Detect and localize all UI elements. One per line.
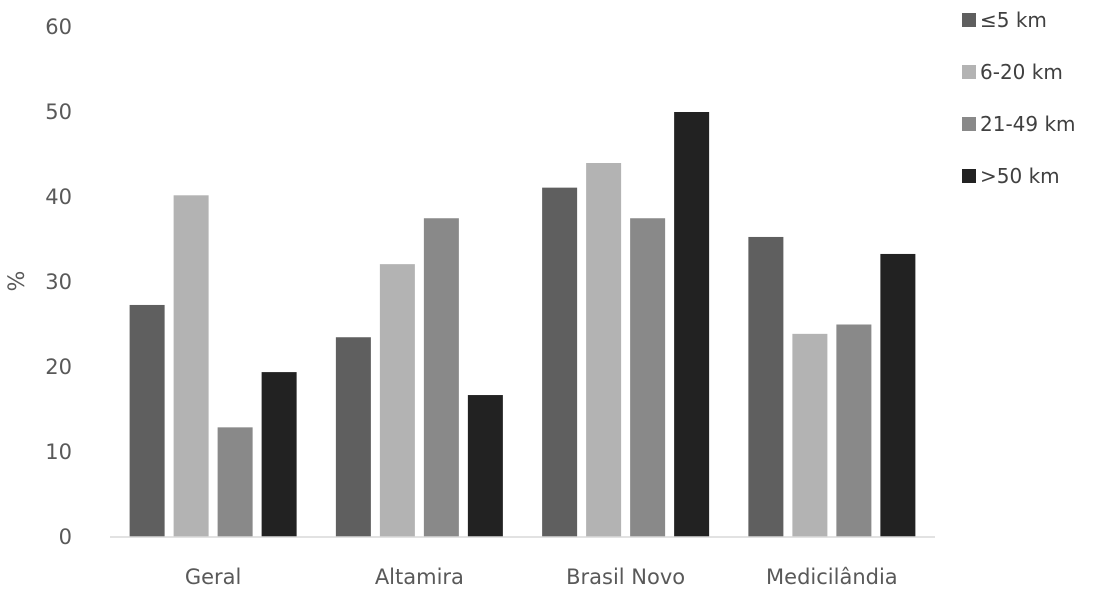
x-category-label: Medicilândia bbox=[766, 565, 898, 589]
bar-2-1 bbox=[586, 163, 622, 537]
bar-2-3 bbox=[674, 112, 710, 537]
bar-3-1 bbox=[792, 333, 828, 537]
bar-0-3 bbox=[261, 372, 297, 537]
legend-label: 21-49 km bbox=[980, 112, 1076, 136]
y-tick-label: 10 bbox=[45, 440, 72, 464]
y-tick-label: 30 bbox=[45, 270, 72, 294]
y-axis-label: % bbox=[5, 271, 30, 292]
legend-label: 6-20 km bbox=[980, 60, 1063, 84]
bar-2-2 bbox=[630, 218, 666, 537]
bars bbox=[129, 112, 916, 538]
bar-0-0 bbox=[129, 304, 165, 537]
bar-2-0 bbox=[542, 187, 578, 537]
x-category-label: Geral bbox=[185, 565, 242, 589]
legend-swatch bbox=[962, 65, 976, 79]
y-tick-label: 50 bbox=[45, 100, 72, 124]
x-category-label: Altamira bbox=[375, 565, 464, 589]
bar-1-0 bbox=[335, 337, 371, 537]
bar-1-3 bbox=[467, 395, 503, 537]
bar-1-2 bbox=[423, 218, 459, 537]
y-tick-label: 0 bbox=[59, 525, 72, 549]
x-axis-categories: Geral Altamira Brasil Novo Medicilândia bbox=[185, 565, 898, 589]
y-tick-label: 60 bbox=[45, 15, 72, 39]
legend: ≤5 km 6-20 km 21-49 km >50 km bbox=[962, 8, 1076, 188]
bar-3-0 bbox=[748, 236, 784, 537]
bar-3-2 bbox=[836, 324, 872, 537]
bar-0-2 bbox=[217, 427, 253, 537]
y-tick-label: 40 bbox=[45, 185, 72, 209]
legend-label: ≤5 km bbox=[980, 8, 1047, 32]
x-category-label: Brasil Novo bbox=[566, 565, 685, 589]
legend-label: >50 km bbox=[980, 164, 1060, 188]
bar-0-1 bbox=[173, 195, 209, 538]
y-axis-ticks: 0 10 20 30 40 50 60 bbox=[45, 15, 72, 549]
legend-swatch bbox=[962, 169, 976, 183]
legend-swatch bbox=[962, 13, 976, 27]
bar-3-3 bbox=[880, 253, 916, 537]
bar-1-1 bbox=[379, 264, 415, 537]
legend-swatch bbox=[962, 117, 976, 131]
y-tick-label: 20 bbox=[45, 355, 72, 379]
